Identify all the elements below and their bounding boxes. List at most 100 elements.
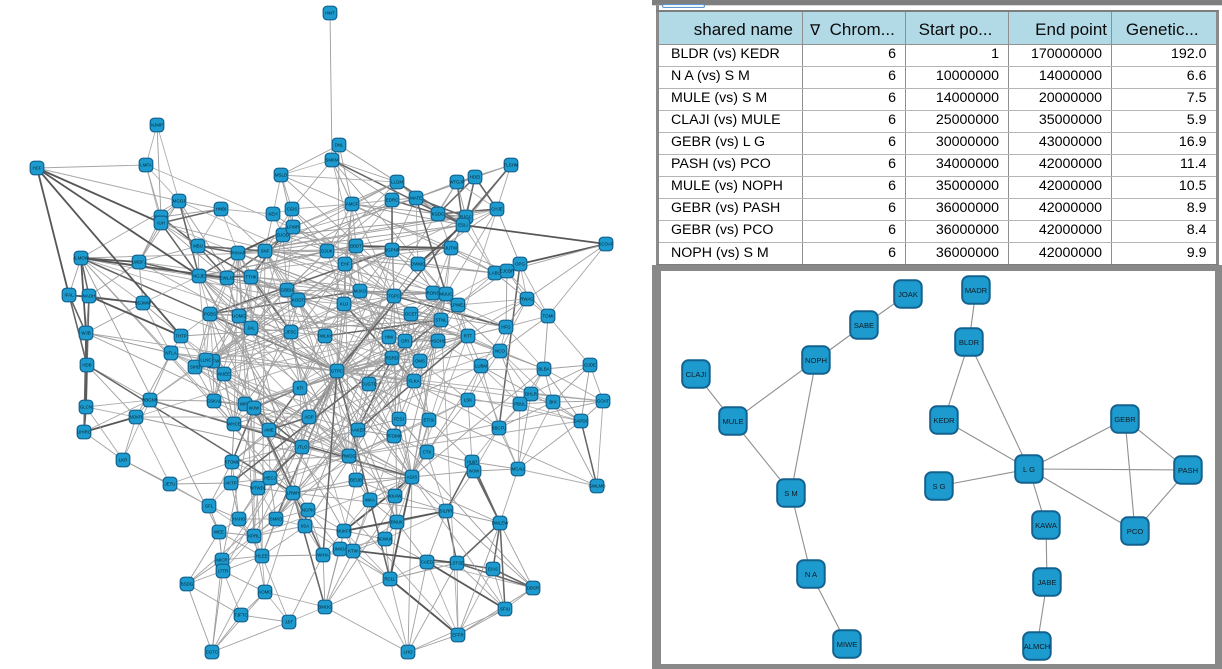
svg-text:BGPNP: BGPNP xyxy=(384,248,399,253)
svg-text:BMOG: BMOG xyxy=(318,605,332,610)
svg-text:RJGC: RJGC xyxy=(460,215,472,220)
svg-text:BCWUK: BCWUK xyxy=(377,537,393,542)
svg-text:WJB: WJB xyxy=(81,331,90,336)
svg-text:EFFR: EFFR xyxy=(452,633,463,638)
svg-text:JETU: JETU xyxy=(165,482,176,487)
svg-text:SILRR: SILRR xyxy=(440,509,453,514)
svg-text:LLNC: LLNC xyxy=(200,358,211,363)
svg-text:BBDT: BBDT xyxy=(350,244,362,249)
svg-text:OJDE: OJDE xyxy=(584,363,596,368)
svg-text:GLCN: GLCN xyxy=(80,405,92,410)
svg-text:TTHK: TTHK xyxy=(245,275,257,280)
svg-text:MGOJ: MGOJ xyxy=(173,199,186,204)
svg-text:PBUL: PBUL xyxy=(514,402,526,407)
svg-text:RSRD: RSRD xyxy=(386,356,398,361)
svg-text:SNF: SNF xyxy=(261,249,270,254)
svg-text:NGJE: NGJE xyxy=(193,274,205,279)
svg-text:BSDG: BSDG xyxy=(181,582,194,587)
svg-text:JFSC: JFSC xyxy=(286,330,297,335)
svg-text:RWDG: RWDG xyxy=(342,454,356,459)
svg-text:BEUB: BEUB xyxy=(350,478,362,483)
svg-text:SMKB: SMKB xyxy=(270,517,283,522)
svg-text:NOKR: NOKR xyxy=(130,415,143,420)
svg-text:EWLJE: EWLJE xyxy=(220,276,235,281)
svg-text:GWLMO: GWLMO xyxy=(588,484,606,489)
svg-text:NJMP: NJMP xyxy=(151,123,163,128)
svg-text:NCO: NCO xyxy=(495,349,505,354)
svg-text:MSLD: MSLD xyxy=(275,173,287,178)
svg-text:HOEI: HOEI xyxy=(470,175,481,180)
svg-text:OWMC: OWMC xyxy=(411,262,425,267)
svg-text:SFIU: SFIU xyxy=(500,607,510,612)
svg-text:MUUC: MUUC xyxy=(439,292,452,297)
svg-text:GSKAL: GSKAL xyxy=(207,399,222,404)
svg-text:EJCBR: EJCBR xyxy=(500,269,514,274)
svg-text:FSFW: FSFW xyxy=(207,359,220,364)
svg-text:UHIRC: UHIRC xyxy=(77,430,91,435)
svg-text:TLSHM: TLSHM xyxy=(504,163,519,168)
svg-text:AAKEP: AAKEP xyxy=(351,428,366,433)
svg-text:MJAO: MJAO xyxy=(354,289,367,294)
svg-text:DNL: DNL xyxy=(335,143,344,148)
svg-text:KGDC: KGDC xyxy=(432,212,445,217)
svg-text:AKTP: AKTP xyxy=(225,481,237,486)
svg-text:MCAU: MCAU xyxy=(512,467,525,472)
svg-text:BNUK: BNUK xyxy=(391,520,403,525)
svg-text:WEE: WEE xyxy=(214,530,224,535)
svg-text:NAOH: NAOH xyxy=(83,294,96,299)
svg-text:WTGJP: WTGJP xyxy=(449,180,464,185)
svg-text:LSTSE: LSTSE xyxy=(450,561,464,566)
svg-text:HUIP: HUIP xyxy=(467,460,478,465)
svg-text:LHO: LHO xyxy=(403,650,413,655)
svg-text:RTT: RTT xyxy=(464,334,473,339)
svg-text:LUBM: LUBM xyxy=(475,364,488,369)
svg-text:KKAW: KKAW xyxy=(389,494,403,499)
svg-text:UOMG: UOMG xyxy=(232,314,246,319)
svg-text:JUTW: JUTW xyxy=(445,246,458,251)
svg-text:CAEG: CAEG xyxy=(421,560,434,565)
svg-text:IISA: IISA xyxy=(301,524,309,529)
svg-text:ETISI: ETISI xyxy=(424,418,435,423)
svg-text:DHLR: DHLR xyxy=(525,392,537,397)
svg-text:AMCF: AMCF xyxy=(346,202,359,207)
svg-text:OPG: OPG xyxy=(515,262,525,267)
svg-text:LSK: LSK xyxy=(464,398,472,403)
svg-text:RWAG: RWAG xyxy=(520,297,534,302)
svg-text:HLEE: HLEE xyxy=(256,554,268,559)
svg-text:KCOAF: KCOAF xyxy=(598,242,613,247)
svg-text:EHF: EHF xyxy=(341,262,350,267)
svg-text:HIW: HIW xyxy=(385,335,394,340)
svg-text:WJW: WJW xyxy=(249,406,260,411)
svg-text:EDRC: EDRC xyxy=(386,198,398,203)
svg-text:GOAT: GOAT xyxy=(597,399,609,404)
svg-text:BBCFU: BBCFU xyxy=(492,426,507,431)
svg-text:JAL: JAL xyxy=(247,326,255,331)
svg-text:SIHB: SIHB xyxy=(190,365,200,370)
svg-text:HFG: HFG xyxy=(501,325,511,330)
svg-text:WIHA: WIHA xyxy=(317,553,329,558)
svg-text:HAHO: HAHO xyxy=(233,517,246,522)
svg-text:KEH: KEH xyxy=(268,212,277,217)
svg-text:STNL: STNL xyxy=(435,318,447,323)
svg-text:BLBA: BLBA xyxy=(538,367,549,372)
svg-text:WJW: WJW xyxy=(469,469,480,474)
svg-text:HSOHS: HSOHS xyxy=(430,339,446,344)
svg-text:CHJE: CHJE xyxy=(491,207,503,212)
svg-text:LLGM: LLGM xyxy=(391,180,403,185)
svg-text:WKA: WKA xyxy=(365,498,375,503)
svg-text:AOMO: AOMO xyxy=(258,590,272,595)
svg-text:LTTR: LTTR xyxy=(218,569,229,574)
svg-text:PFOMH: PFOMH xyxy=(386,434,402,439)
svg-text:DJUK: DJUK xyxy=(321,249,333,254)
svg-text:KTW: KTW xyxy=(348,549,359,554)
svg-text:KPRL: KPRL xyxy=(248,534,260,539)
svg-text:HCF: HCF xyxy=(32,166,41,171)
svg-text:WTWDL: WTWDL xyxy=(250,486,267,491)
svg-text:LFWR: LFWR xyxy=(287,225,299,230)
svg-text:GFL: GFL xyxy=(205,504,214,509)
svg-text:OMS: OMS xyxy=(415,359,425,364)
svg-text:NCPK: NCPK xyxy=(302,508,314,513)
svg-text:EIAS: EIAS xyxy=(488,567,498,572)
svg-text:LABU: LABU xyxy=(489,271,500,276)
svg-text:GBBIJ: GBBIJ xyxy=(281,288,294,293)
